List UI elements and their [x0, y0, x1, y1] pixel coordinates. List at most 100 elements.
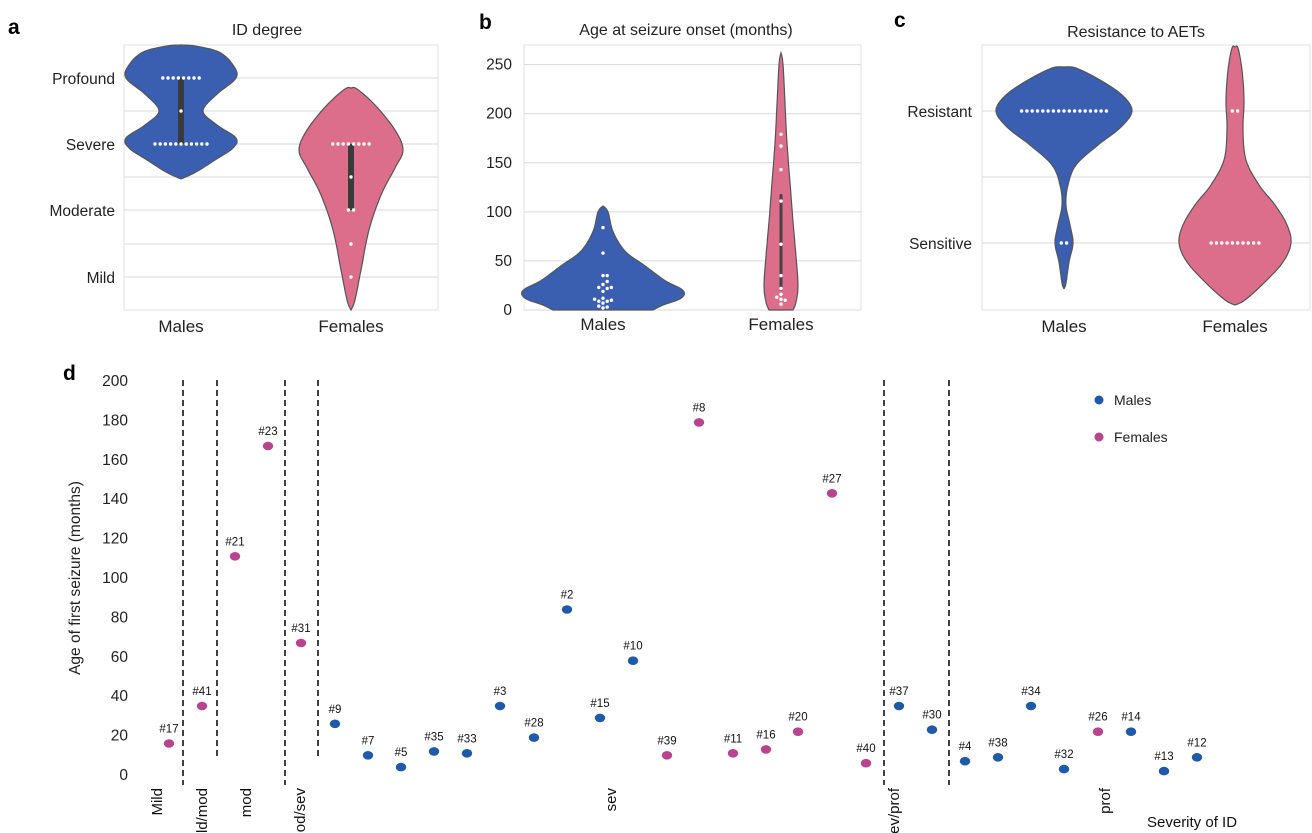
panel-b-male-point: [605, 305, 609, 309]
panel-a-male-point: [189, 142, 194, 146]
panel-d-ytick: 120: [102, 531, 128, 548]
panel-d-point-label: #7: [362, 735, 375, 747]
panel-a-female-point: [351, 208, 356, 212]
panel-d-point-label: #37: [889, 686, 908, 698]
panel-a-xtick-males: Males: [158, 317, 203, 336]
panel-d-point-label: #4: [959, 741, 972, 753]
panel-d-point-label: #3: [494, 686, 507, 698]
panel-d-point-label: #15: [590, 698, 609, 710]
panel-c-male-point: [1099, 109, 1103, 113]
panel-d-point-females: [760, 745, 772, 754]
panel-c-ytick-sensitive: Sensitive: [909, 236, 972, 253]
panel-d-ytick: 80: [111, 609, 129, 626]
panel-d-point-females: [295, 638, 307, 648]
panel-c-females-violin: [1178, 45, 1292, 306]
panel-d-point-males: [627, 656, 639, 665]
panel-d-point-females: [262, 441, 274, 451]
panel-b-female-point: [783, 298, 787, 302]
panel-d-point-label: #28: [524, 718, 543, 730]
panel-b-male-point: [597, 304, 601, 308]
panel-a-male-point: [194, 142, 199, 146]
panel-b-ytick: 0: [503, 302, 512, 319]
panel-d-point-males: [561, 605, 573, 614]
panel-d-point-label: #31: [291, 623, 310, 635]
panel-d-point-males: [992, 753, 1004, 762]
panel-d-point-males: [1191, 753, 1203, 762]
panel-c-female-point: [1220, 241, 1224, 245]
panel-d-ytick: 160: [102, 452, 128, 469]
panel-a-male-point: [197, 76, 201, 80]
panel-d-point-label: #38: [988, 737, 1007, 749]
panel-d-point-label: #34: [1021, 686, 1041, 698]
panel-a-ytick-moderate: Moderate: [50, 203, 115, 220]
panel-b-female-point: [779, 132, 783, 136]
panel-d-point-label: #20: [788, 712, 807, 724]
panel-d-point-males: [594, 713, 606, 723]
panel-d-group-label: prof: [1097, 787, 1114, 814]
panel-a-ytick-mild: Mild: [87, 270, 115, 287]
panel-d-point-females: [196, 701, 208, 711]
panel-b-ytick: 100: [486, 204, 512, 221]
panel-c-male-point: [1104, 109, 1109, 113]
panel-d-point-label: #8: [693, 402, 706, 414]
panel-c-male-point: [1030, 109, 1034, 113]
panel-d-point-males: [428, 747, 440, 756]
panel-d-legend: Males Females: [1094, 392, 1168, 445]
panel-b-points: [592, 132, 787, 310]
panel-d-point-label: #16: [756, 729, 775, 741]
panel-c-male-point: [1059, 241, 1064, 245]
panel-b-xtick-males: Males: [580, 315, 625, 334]
panel-b-females-violin: [763, 50, 799, 311]
panel-d-points: #9 #7 #5 #35 #33 #3 #28 #2 #15 #10 #37 #30 #4 #38 #34 #…: [159, 402, 1207, 776]
panel-a-male-point: [174, 142, 178, 146]
panel-b-male-point: [601, 282, 605, 287]
panel-a-male-point: [153, 142, 157, 146]
panel-c-female-point: [1241, 241, 1245, 245]
panel-b-male-point: [605, 273, 609, 278]
panel-c-female-point: [1246, 241, 1251, 245]
panel-b-female-point: [779, 167, 783, 172]
panel-d-group-separators: [182, 380, 950, 785]
panel-d-ytick: 0: [119, 767, 128, 784]
panel-d-point-label: #10: [623, 641, 642, 653]
panel-d-group-label: mod/sev: [292, 788, 309, 833]
panel-a-male-point: [158, 142, 162, 146]
panel-d-point-label: #14: [1121, 712, 1141, 724]
panel-b-male-point: [601, 225, 605, 230]
panel-d-point-label: #27: [822, 473, 841, 485]
panel-d-point-males: [1025, 701, 1037, 711]
panel-a-male-point: [181, 76, 186, 80]
panel-b-male-point: [609, 298, 614, 302]
panel-c-male-point: [1094, 109, 1098, 113]
panel-d-point-females: [163, 739, 175, 748]
panel-d-point-label: #33: [457, 733, 476, 745]
panel-c-male-point: [1041, 109, 1045, 113]
panel-a-male-point: [200, 142, 204, 146]
panel-d-group-label: Mild: [149, 788, 166, 816]
panel-b: b Age at seizure onset (months) 0 50 100 15…: [479, 11, 862, 334]
panel-d-point-females: [792, 727, 804, 736]
panel-a-male-point: [166, 76, 170, 80]
panel-d-point-females: [661, 751, 673, 760]
panel-d-point-label: #2: [561, 590, 574, 602]
panel-d-point-males: [528, 733, 540, 742]
panel-c-female-point: [1236, 241, 1240, 245]
panel-a-male-point: [205, 142, 209, 146]
panel-a-xtick-females: Females: [318, 317, 383, 336]
panel-d-point-label: #41: [192, 686, 211, 698]
panel-d-point-label: #30: [922, 710, 941, 722]
panel-b-xtick-females: Females: [748, 315, 813, 334]
panel-c-male-point: [1046, 109, 1050, 113]
panel-b-male-point: [601, 301, 605, 305]
panel-a-female-point: [349, 175, 353, 179]
panel-d-point-females: [860, 758, 872, 768]
panel-c-female-point: [1235, 109, 1240, 113]
panel-d-letter: d: [63, 362, 76, 385]
panel-c-male-point: [1064, 241, 1069, 245]
panel-b-female-point: [779, 273, 783, 278]
panel-a-title: ID degree: [232, 22, 302, 39]
panel-d-ytick: 60: [111, 649, 129, 666]
panel-a-female-point: [336, 142, 340, 146]
panel-c-xtick-males: Males: [1041, 317, 1086, 336]
panel-c-ytick-resistant: Resistant: [907, 104, 972, 121]
